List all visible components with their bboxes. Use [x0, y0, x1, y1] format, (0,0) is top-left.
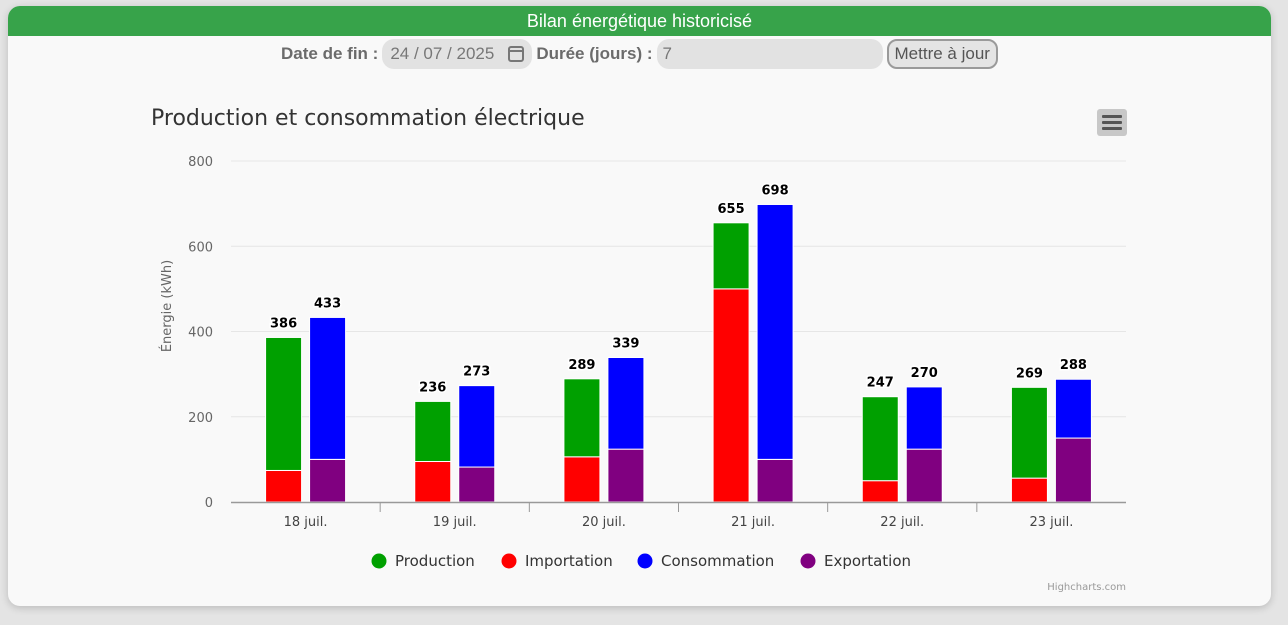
data-label: 270 [911, 366, 938, 381]
data-label: 273 [463, 365, 490, 380]
bar-consommation[interactable] [905, 386, 943, 450]
bar-production[interactable] [861, 396, 899, 482]
legend-item-consommation[interactable]: Consommation [637, 552, 775, 570]
data-label: 236 [419, 380, 446, 395]
bar-production[interactable] [712, 222, 750, 290]
x-axis: 18 juil. 19 juil. 20 juil. 21 juil. 22 juil.… [231, 501, 1126, 530]
data-label: 386 [270, 316, 297, 331]
calendar-icon[interactable] [508, 46, 525, 62]
data-labels: 386 433 236 273 289 339 655 698 247 270 269 288 [269, 182, 1089, 397]
energy-card: Bilan énergétique historicisé Date de fi… [8, 6, 1271, 606]
legend-item-importation[interactable]: Importation [501, 552, 613, 570]
x-tick-label: 23 juil. [1029, 515, 1073, 530]
x-tick-label: 19 juil. [433, 515, 477, 530]
bar-exportation[interactable] [756, 458, 794, 503]
bar-consommation[interactable] [756, 203, 794, 460]
data-label: 698 [762, 183, 789, 198]
duration-value: 7 [662, 44, 672, 63]
hamburger-menu-icon[interactable] [1102, 115, 1122, 130]
bar-importation[interactable] [1010, 477, 1048, 503]
bar-production[interactable] [414, 400, 452, 463]
bars [265, 203, 1092, 503]
end-date-input[interactable]: 24 / 07 / 2025 [382, 39, 533, 69]
bar-importation[interactable] [861, 480, 899, 503]
end-date-label: Date de fin : [281, 44, 379, 63]
x-tick-label: 21 juil. [731, 515, 775, 530]
y-tick-label: 0 [205, 496, 213, 511]
bar-consommation[interactable] [458, 385, 496, 468]
legend-item-production[interactable]: Production [371, 552, 475, 570]
legend: Production Importation Consommation Exporta… [371, 552, 912, 570]
bar-exportation[interactable] [309, 458, 347, 503]
bar-exportation[interactable] [905, 448, 943, 503]
legend-marker [637, 553, 653, 569]
y-tick-label: 200 [188, 411, 213, 426]
end-date-value: 24 / 07 / 2025 [390, 44, 495, 63]
y-tick-label: 800 [188, 155, 213, 170]
legend-label: Exportation [824, 552, 911, 570]
data-label: 247 [867, 376, 894, 391]
duration-input[interactable]: 7 [656, 39, 883, 69]
legend-item-exportation[interactable]: Exportation [800, 552, 912, 570]
legend-label: Production [395, 552, 475, 570]
bar-production[interactable] [563, 378, 601, 458]
bar-production[interactable] [1010, 386, 1048, 479]
legend-marker [371, 553, 387, 569]
y-axis-ticks: 0 200 400 600 800 [188, 155, 213, 511]
update-button[interactable]: Mettre à jour [886, 39, 998, 69]
grid-lines [231, 160, 1126, 418]
y-axis-label: Énergie (kWh) [159, 260, 175, 352]
legend-label: Consommation [661, 552, 774, 570]
bar-consommation[interactable] [1054, 378, 1092, 439]
legend-marker [800, 553, 816, 569]
highcharts-credits[interactable]: Highcharts.com [1047, 582, 1126, 593]
bar-exportation[interactable] [458, 466, 496, 503]
controls-bar: Date de fin : 24 / 07 / 2025 Durée (jour… [8, 38, 1271, 70]
legend-label: Importation [525, 552, 613, 570]
page-title: Bilan énergétique historicisé [8, 6, 1271, 36]
y-tick-label: 400 [188, 326, 213, 341]
chart-menu-button[interactable] [1097, 109, 1127, 136]
bar-importation[interactable] [563, 456, 601, 503]
bar-consommation[interactable] [309, 316, 347, 460]
bar-production[interactable] [265, 336, 303, 471]
x-tick-label: 18 juil. [284, 515, 328, 530]
energy-chart: Production et consommation électrique 0 2… [151, 106, 1127, 593]
data-label: 288 [1060, 358, 1087, 373]
legend-marker [501, 553, 517, 569]
data-label: 289 [568, 358, 595, 373]
x-tick-label: 20 juil. [582, 515, 626, 530]
data-label: 269 [1016, 366, 1043, 381]
bar-importation[interactable] [712, 288, 750, 503]
y-tick-label: 600 [188, 240, 213, 255]
chart-title: Production et consommation électrique [151, 106, 585, 131]
data-label: 655 [718, 202, 745, 217]
bar-exportation[interactable] [1054, 437, 1092, 503]
data-label: 339 [612, 337, 639, 352]
bar-consommation[interactable] [607, 357, 645, 450]
x-tick-label: 22 juil. [880, 515, 924, 530]
bar-exportation[interactable] [607, 448, 645, 503]
bar-importation[interactable] [265, 469, 303, 503]
bar-importation[interactable] [414, 461, 452, 503]
duration-label: Durée (jours) : [536, 44, 653, 63]
data-label: 433 [314, 296, 341, 311]
